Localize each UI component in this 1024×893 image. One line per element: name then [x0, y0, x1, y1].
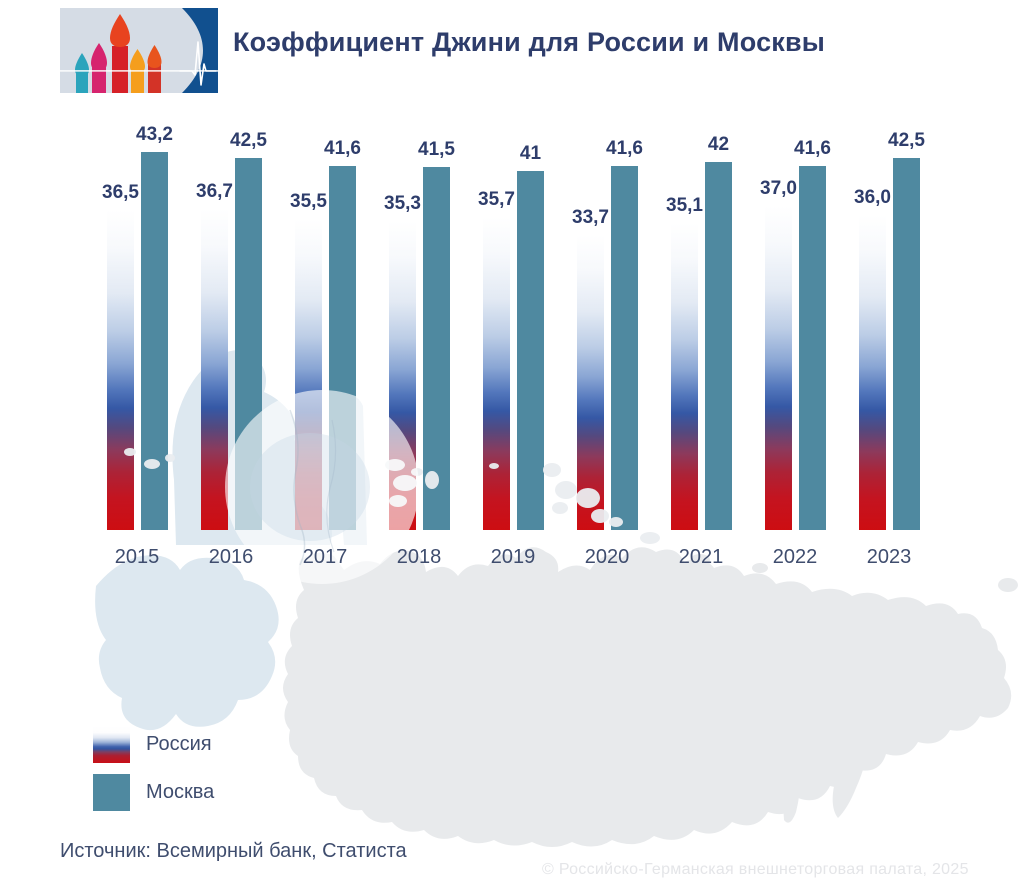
year-label-2018: 2018 [396, 546, 442, 568]
source-text: Источник: Всемирный банк, Статиста [60, 840, 407, 862]
legend-item-moscow: Москва [93, 774, 214, 811]
legend-swatch-moscow [93, 774, 130, 811]
value-label-moscow-2021: 42 [707, 134, 730, 156]
value-label-russia-2023: 36,0 [854, 186, 891, 208]
copyright-watermark: © Российско-Германская внешнеторговая па… [542, 861, 969, 878]
year-label-2016: 2016 [208, 546, 254, 568]
legend-swatch-russia [93, 726, 130, 763]
year-label-2023: 2023 [866, 546, 912, 568]
bar-group-2022: 37,0 41,6 [760, 0, 831, 530]
bar-moscow-2022 [799, 165, 826, 530]
bar-russia-2016 [201, 208, 228, 530]
year-label-2015: 2015 [114, 546, 160, 568]
bar-group-2015: 36,5 43,2 [102, 0, 173, 530]
value-label-russia-2018: 35,3 [384, 192, 421, 214]
logo-pulse-icon [179, 41, 217, 86]
value-label-moscow-2018: 41,5 [418, 138, 455, 160]
bar-russia-2019 [483, 217, 510, 530]
value-label-moscow-2022: 41,6 [794, 137, 831, 159]
year-label-2021: 2021 [678, 546, 724, 568]
bar-group-2020: 33,7 41,6 [572, 0, 643, 530]
bar-moscow-2020 [611, 165, 638, 530]
chart-legend: Россия Москва [93, 726, 214, 822]
value-label-russia-2019: 35,7 [478, 189, 515, 211]
logo-domes-icon [75, 14, 162, 93]
year-label-2022: 2022 [772, 546, 818, 568]
legend-label-moscow: Москва [146, 781, 215, 803]
value-label-moscow-2016: 42,5 [230, 129, 267, 151]
value-label-russia-2017: 35,5 [290, 191, 327, 213]
bar-moscow-2018 [423, 166, 450, 530]
bar-group-2023: 36,0 42,5 [854, 0, 925, 530]
year-label-2020: 2020 [584, 546, 630, 568]
moscow-zoom-circle-icon [225, 390, 419, 584]
value-label-russia-2020: 33,7 [572, 207, 609, 228]
bar-group-2016: 36,7 42,5 [196, 0, 267, 530]
bar-russia-2020 [577, 235, 604, 530]
year-label-2019: 2019 [490, 546, 536, 568]
bar-moscow-2021 [705, 162, 732, 530]
value-label-moscow-2017: 41,6 [324, 137, 361, 159]
bar-group-2021: 35,1 42 [666, 0, 732, 530]
value-label-moscow-2015: 43,2 [136, 123, 173, 145]
value-label-russia-2021: 35,1 [666, 194, 703, 216]
bar-moscow-2019 [517, 171, 544, 530]
bar-moscow-2023 [893, 157, 920, 530]
logo-baseline [60, 70, 218, 72]
value-label-russia-2015: 36,5 [102, 182, 139, 204]
page-title: Коэффициент Джини для России и Москвы [233, 27, 826, 57]
legend-label-russia: Россия [146, 733, 212, 755]
year-label-2017: 2017 [302, 546, 348, 568]
bar-russia-2022 [765, 206, 792, 530]
bar-russia-2015 [107, 210, 134, 530]
bar-group-2019: 35,7 41 [478, 0, 544, 530]
legend-item-russia: Россия [93, 726, 214, 763]
value-label-moscow-2020: 41,6 [606, 137, 643, 159]
value-label-moscow-2019: 41 [519, 143, 542, 164]
value-label-russia-2016: 36,7 [196, 180, 233, 202]
bar-russia-2023 [859, 214, 886, 530]
bar-russia-2021 [671, 222, 698, 530]
ahk-russia-logo [60, 8, 218, 93]
value-label-russia-2022: 37,0 [760, 178, 797, 200]
value-label-moscow-2023: 42,5 [888, 129, 925, 151]
